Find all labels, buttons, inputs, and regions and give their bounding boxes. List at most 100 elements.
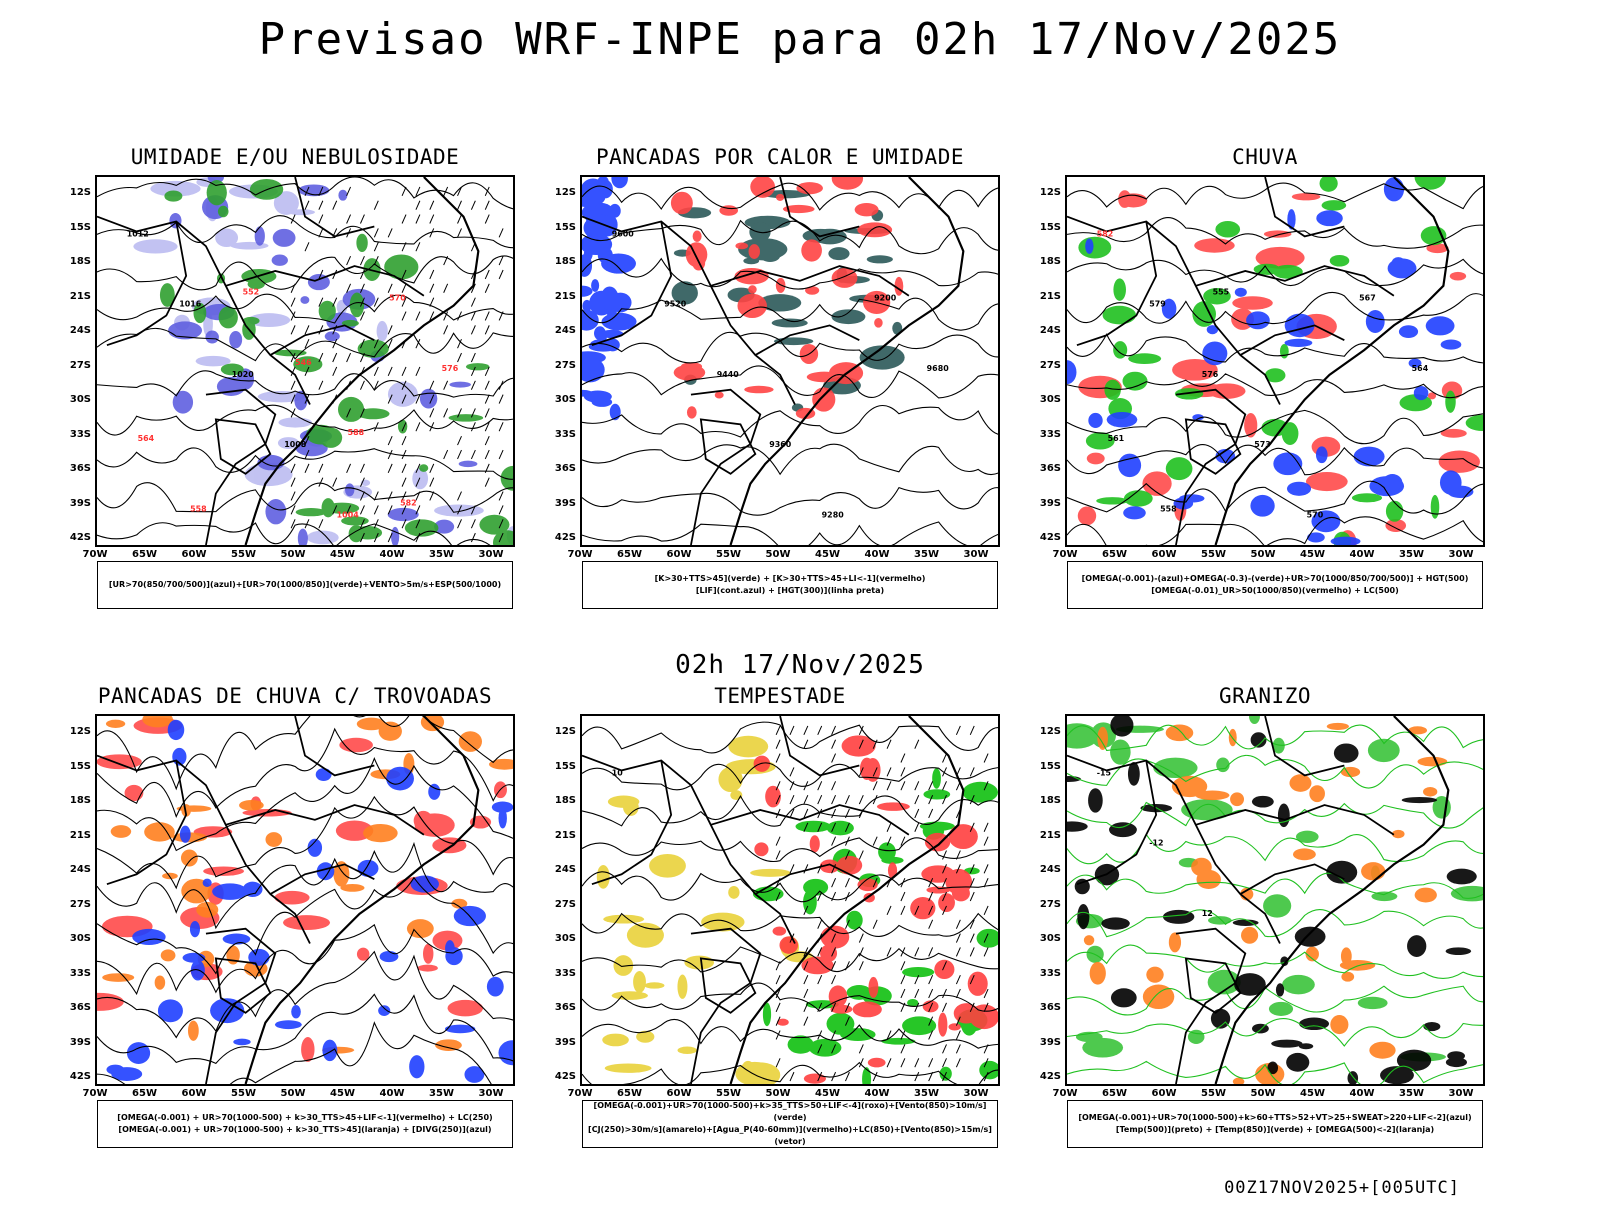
- map-umidade: 1012 1016 1020 1008 1004 570 576 564 558 552 546 58…: [95, 175, 515, 547]
- lat-tick-label: 36S: [69, 463, 91, 474]
- map-tempestade: 10: [580, 714, 1000, 1086]
- country-border: [1184, 418, 1242, 475]
- wind-vectors: [775, 725, 989, 1082]
- lat-tick-label: 15S: [554, 221, 576, 233]
- country-border: [214, 957, 272, 1014]
- lat-tick-label: 24S: [554, 325, 576, 336]
- lat-tick-label: 30S: [554, 394, 576, 405]
- lon-tick-label: 50W: [1250, 1088, 1276, 1099]
- lon-tick-label: 30W: [963, 549, 989, 560]
- contour-label: 564: [138, 434, 155, 443]
- lon-tick-label: 40W: [1349, 549, 1375, 560]
- country-border: [754, 863, 860, 895]
- page-title: Previsao WRF-INPE para 02h 17/Nov/2025: [258, 14, 1342, 65]
- lon-tick-label: 40W: [864, 549, 890, 560]
- country-border: [294, 177, 375, 238]
- lon-tick-label: 45W: [1300, 549, 1325, 560]
- contour-label: 9200: [874, 294, 897, 303]
- lon-tick-label: 65W: [1102, 1088, 1127, 1099]
- lat-tick-label: 27S: [554, 359, 576, 371]
- country-border: [699, 418, 757, 475]
- country-border: [269, 324, 375, 356]
- lon-tick-label: 35W: [429, 549, 454, 560]
- contour-lines: [582, 182, 998, 545]
- contour-label: 1012: [127, 229, 149, 238]
- lon-tick-label: 50W: [765, 549, 791, 560]
- legend-line: [OMEGA(-0.01)_UR>50(1000/850)(vermelho) …: [1151, 586, 1399, 595]
- lon-tick-label: 55W: [716, 1088, 741, 1099]
- lat-tick-label: 21S: [554, 290, 576, 302]
- lon-tick-label: 35W: [914, 1088, 939, 1099]
- contour-label: 9680: [927, 364, 950, 373]
- panel-legend: [UR>70(850/700/500)](azul)+[UR>70(1000/8…: [97, 561, 513, 609]
- lon-tick-label: 35W: [914, 549, 939, 560]
- lon-tick-label: 40W: [379, 549, 405, 560]
- contour-label: 582: [1097, 229, 1114, 238]
- panel-title: UMIDADE E/OU NEBULOSIDADE: [130, 145, 460, 169]
- lat-tick-label: 27S: [1039, 898, 1061, 910]
- lon-tick-label: 60W: [666, 1088, 692, 1099]
- contour-label: 567: [1359, 294, 1376, 303]
- lat-tick-label: 30S: [69, 394, 91, 405]
- lat-tick-label: 33S: [69, 967, 91, 979]
- contour-label: 570: [389, 294, 406, 303]
- lat-tick-label: 18S: [69, 795, 91, 806]
- lat-tick-label: 39S: [1039, 497, 1061, 509]
- lat-tick-label: 21S: [554, 829, 576, 841]
- map-canvas: 10: [582, 716, 998, 1084]
- contour-label: 561: [1108, 434, 1125, 443]
- lat-tick-label: 15S: [554, 760, 576, 772]
- map-pancadas-calor: 9600 9520 9440 9360 9280 9200 9680: [580, 175, 1000, 547]
- lat-tick-label: 39S: [554, 497, 576, 509]
- lat-tick-label: 24S: [1039, 325, 1061, 336]
- lon-tick-label: 55W: [1201, 549, 1226, 560]
- panel-legend: [OMEGA(-0.001)+UR>70(1000-500)+k>35_TTS>…: [582, 1100, 998, 1148]
- map-pancadas-trovoadas: [95, 714, 515, 1086]
- lat-tick-label: 18S: [554, 795, 576, 806]
- legend-line: [OMEGA(-0.001)+UR>70(1000-500)+k>35_TTS>…: [593, 1101, 987, 1122]
- lon-tick-label: 65W: [132, 1088, 157, 1099]
- lon-tick-label: 70W: [1052, 1088, 1078, 1099]
- legend-line: [K>30+TTS>45](verde) + [K>30+TTS>45+LI<-…: [654, 574, 926, 583]
- country-border: [1195, 265, 1395, 297]
- country-border: [1239, 324, 1345, 356]
- legend-line: [Temp(500)](preto) + [Temp(850)](verde) …: [1115, 1125, 1435, 1134]
- map-canvas: 9600 9520 9440 9360 9280 9200 9680: [582, 177, 998, 545]
- country-border: [591, 760, 673, 886]
- lon-tick-label: 35W: [429, 1088, 454, 1099]
- lon-tick-label: 55W: [716, 549, 741, 560]
- lon-tick-label: 60W: [181, 1088, 207, 1099]
- map-canvas: [97, 716, 513, 1084]
- field-fill-0: [596, 735, 814, 1084]
- contour-label: 570: [1307, 510, 1324, 519]
- lon-tick-label: 30W: [1448, 1088, 1474, 1099]
- lon-tick-label: 45W: [330, 1088, 355, 1099]
- lon-tick-label: 45W: [815, 1088, 840, 1099]
- country-border: [1175, 927, 1247, 1084]
- lat-tick-label: 33S: [1039, 967, 1061, 979]
- run-timestamp: 00Z17NOV2025+[005UTC]: [1224, 1178, 1460, 1198]
- country-border: [214, 418, 272, 475]
- lon-tick-label: 40W: [1349, 1088, 1375, 1099]
- contour-label: 564: [1412, 364, 1429, 373]
- contour-label: -12: [1149, 839, 1163, 848]
- lat-tick-label: 36S: [1039, 1002, 1061, 1013]
- lon-tick-label: 50W: [280, 1088, 306, 1099]
- panel-title: CHUVA: [1232, 145, 1298, 169]
- country-border: [699, 957, 757, 1014]
- contour-label: 9520: [664, 300, 687, 309]
- country-border: [225, 265, 425, 297]
- lon-tick-label: 30W: [478, 549, 504, 560]
- contour-label: 9440: [717, 370, 740, 379]
- coastline: [1214, 716, 1450, 1084]
- lat-tick-label: 39S: [554, 1036, 576, 1048]
- contour-label: 576: [442, 364, 459, 373]
- contour-label: 9600: [612, 229, 635, 238]
- field-fill-1: [1078, 177, 1483, 545]
- panel-title: PANCADAS POR CALOR E UMIDADE: [595, 145, 964, 169]
- contour-lines: [97, 177, 513, 545]
- contour-label: 576: [1202, 370, 1219, 379]
- panel-legend: [OMEGA(-0.001)-(azul)+OMEGA(-0.3)-(verde…: [1067, 561, 1483, 609]
- lon-tick-label: 60W: [1151, 549, 1177, 560]
- lat-tick-label: 15S: [69, 760, 91, 772]
